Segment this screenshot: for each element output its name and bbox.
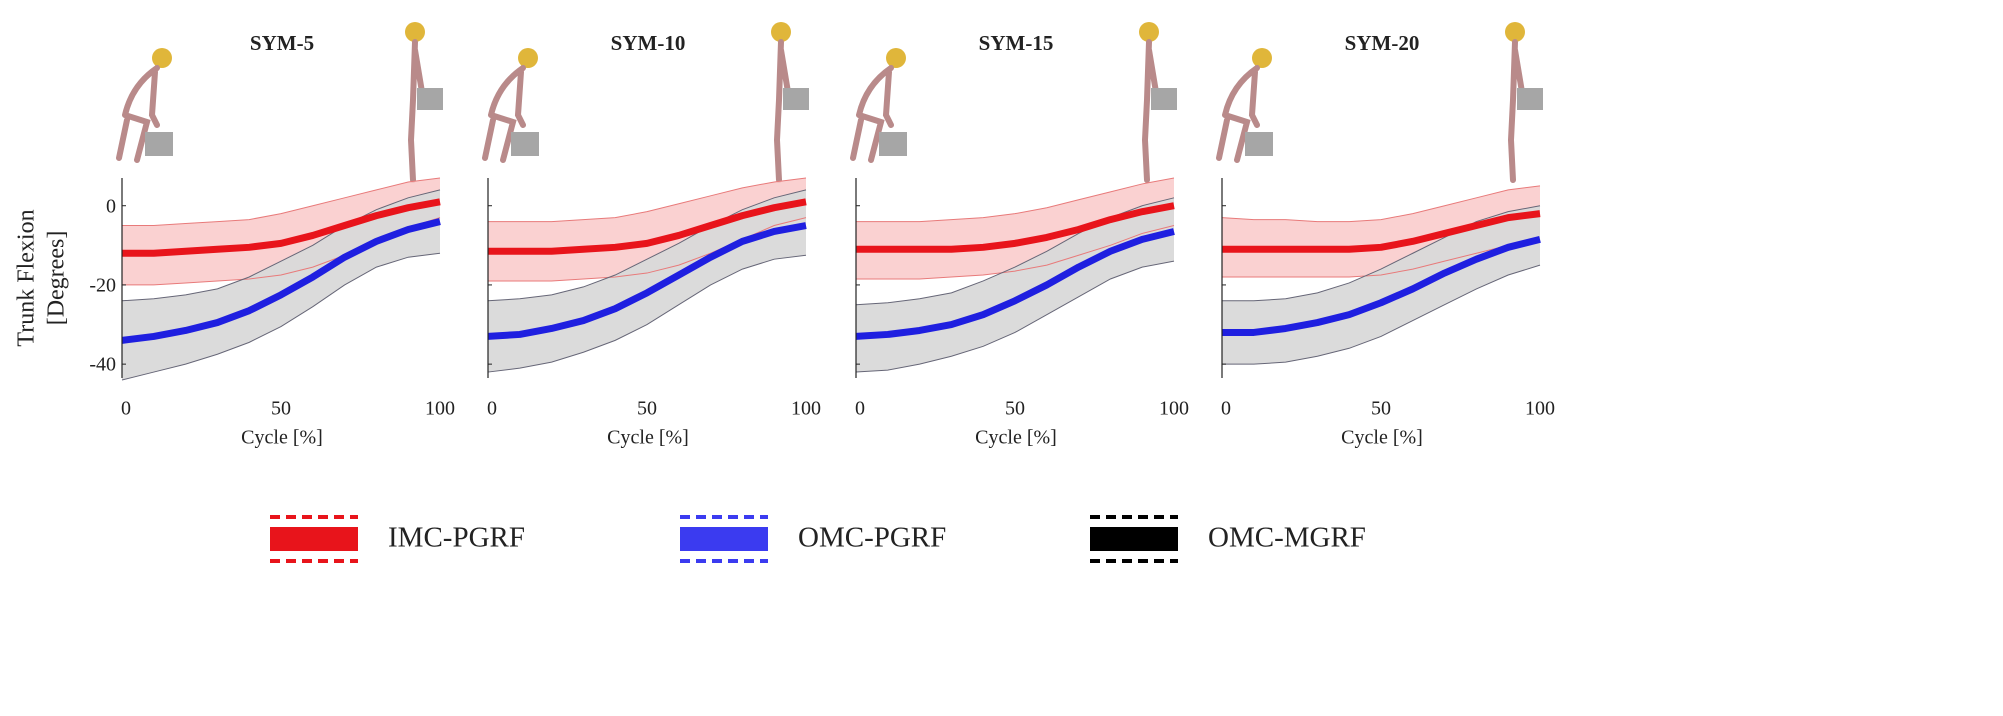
panel-title: SYM-5: [250, 31, 314, 55]
figure: SYM-5 Cycle [%] Trunk Flexion[Degrees] -40 -…: [0, 0, 2003, 711]
x-tick-label: 50: [1005, 398, 1025, 420]
y-tick-label: -20: [89, 275, 116, 297]
x-tick-label: 0: [487, 398, 497, 420]
panel: SYM-10 Cycle [%] 0 50 100: [485, 22, 821, 449]
panel-title: SYM-15: [979, 31, 1054, 55]
x-tick-label: 100: [1525, 398, 1555, 420]
y-axis-label: Trunk Flexion: [14, 209, 40, 346]
x-axis-label: Cycle [%]: [975, 427, 1057, 449]
figure-head: [152, 48, 172, 68]
legend-swatch: [270, 527, 358, 551]
legend-item: OMC-MGRF: [1090, 517, 1366, 561]
x-tick-label: 100: [1159, 398, 1189, 420]
legend-label: IMC-PGRF: [388, 522, 525, 554]
panel-title: SYM-20: [1345, 31, 1420, 55]
x-tick-label: 50: [637, 398, 657, 420]
x-tick-label: 100: [425, 398, 455, 420]
figure-box: [145, 132, 173, 156]
legend-item: IMC-PGRF: [270, 517, 525, 561]
legend-label: OMC-PGRF: [798, 522, 946, 554]
x-axis-label: Cycle [%]: [607, 427, 689, 449]
figure-box: [417, 88, 443, 110]
figure-box: [879, 132, 907, 156]
legend-swatch: [680, 527, 768, 551]
figure-body: [1511, 42, 1523, 180]
x-tick-label: 0: [121, 398, 131, 420]
x-tick-label: 50: [271, 398, 291, 420]
panel: SYM-15 Cycle [%] 0 50 100: [853, 22, 1189, 449]
x-axis-label: Cycle [%]: [241, 427, 323, 449]
y-tick-label: 0: [106, 195, 116, 217]
figure-body: [777, 42, 789, 180]
legend-item: OMC-PGRF: [680, 517, 946, 561]
y-axis-label: [Degrees]: [44, 231, 70, 326]
figure-body: [1145, 42, 1157, 180]
x-axis-label: Cycle [%]: [1341, 427, 1423, 449]
figure-head: [518, 48, 538, 68]
x-tick-label: 100: [791, 398, 821, 420]
panel: SYM-20 Cycle [%] 0 50 100: [1219, 22, 1555, 449]
figure-head: [886, 48, 906, 68]
figure-box: [1517, 88, 1543, 110]
x-tick-label: 0: [1221, 398, 1231, 420]
figure-box: [1245, 132, 1273, 156]
figure-body: [411, 42, 423, 180]
legend-swatch: [1090, 527, 1178, 551]
panel-title: SYM-10: [611, 31, 686, 55]
x-tick-label: 50: [1371, 398, 1391, 420]
figure-box: [783, 88, 809, 110]
x-tick-label: 0: [855, 398, 865, 420]
y-tick-label: -40: [89, 354, 116, 376]
panel: SYM-5 Cycle [%] Trunk Flexion[Degrees] -40 -…: [14, 22, 456, 449]
figure-box: [1151, 88, 1177, 110]
figure-box: [511, 132, 539, 156]
figure-head: [1252, 48, 1272, 68]
legend-label: OMC-MGRF: [1208, 522, 1366, 554]
